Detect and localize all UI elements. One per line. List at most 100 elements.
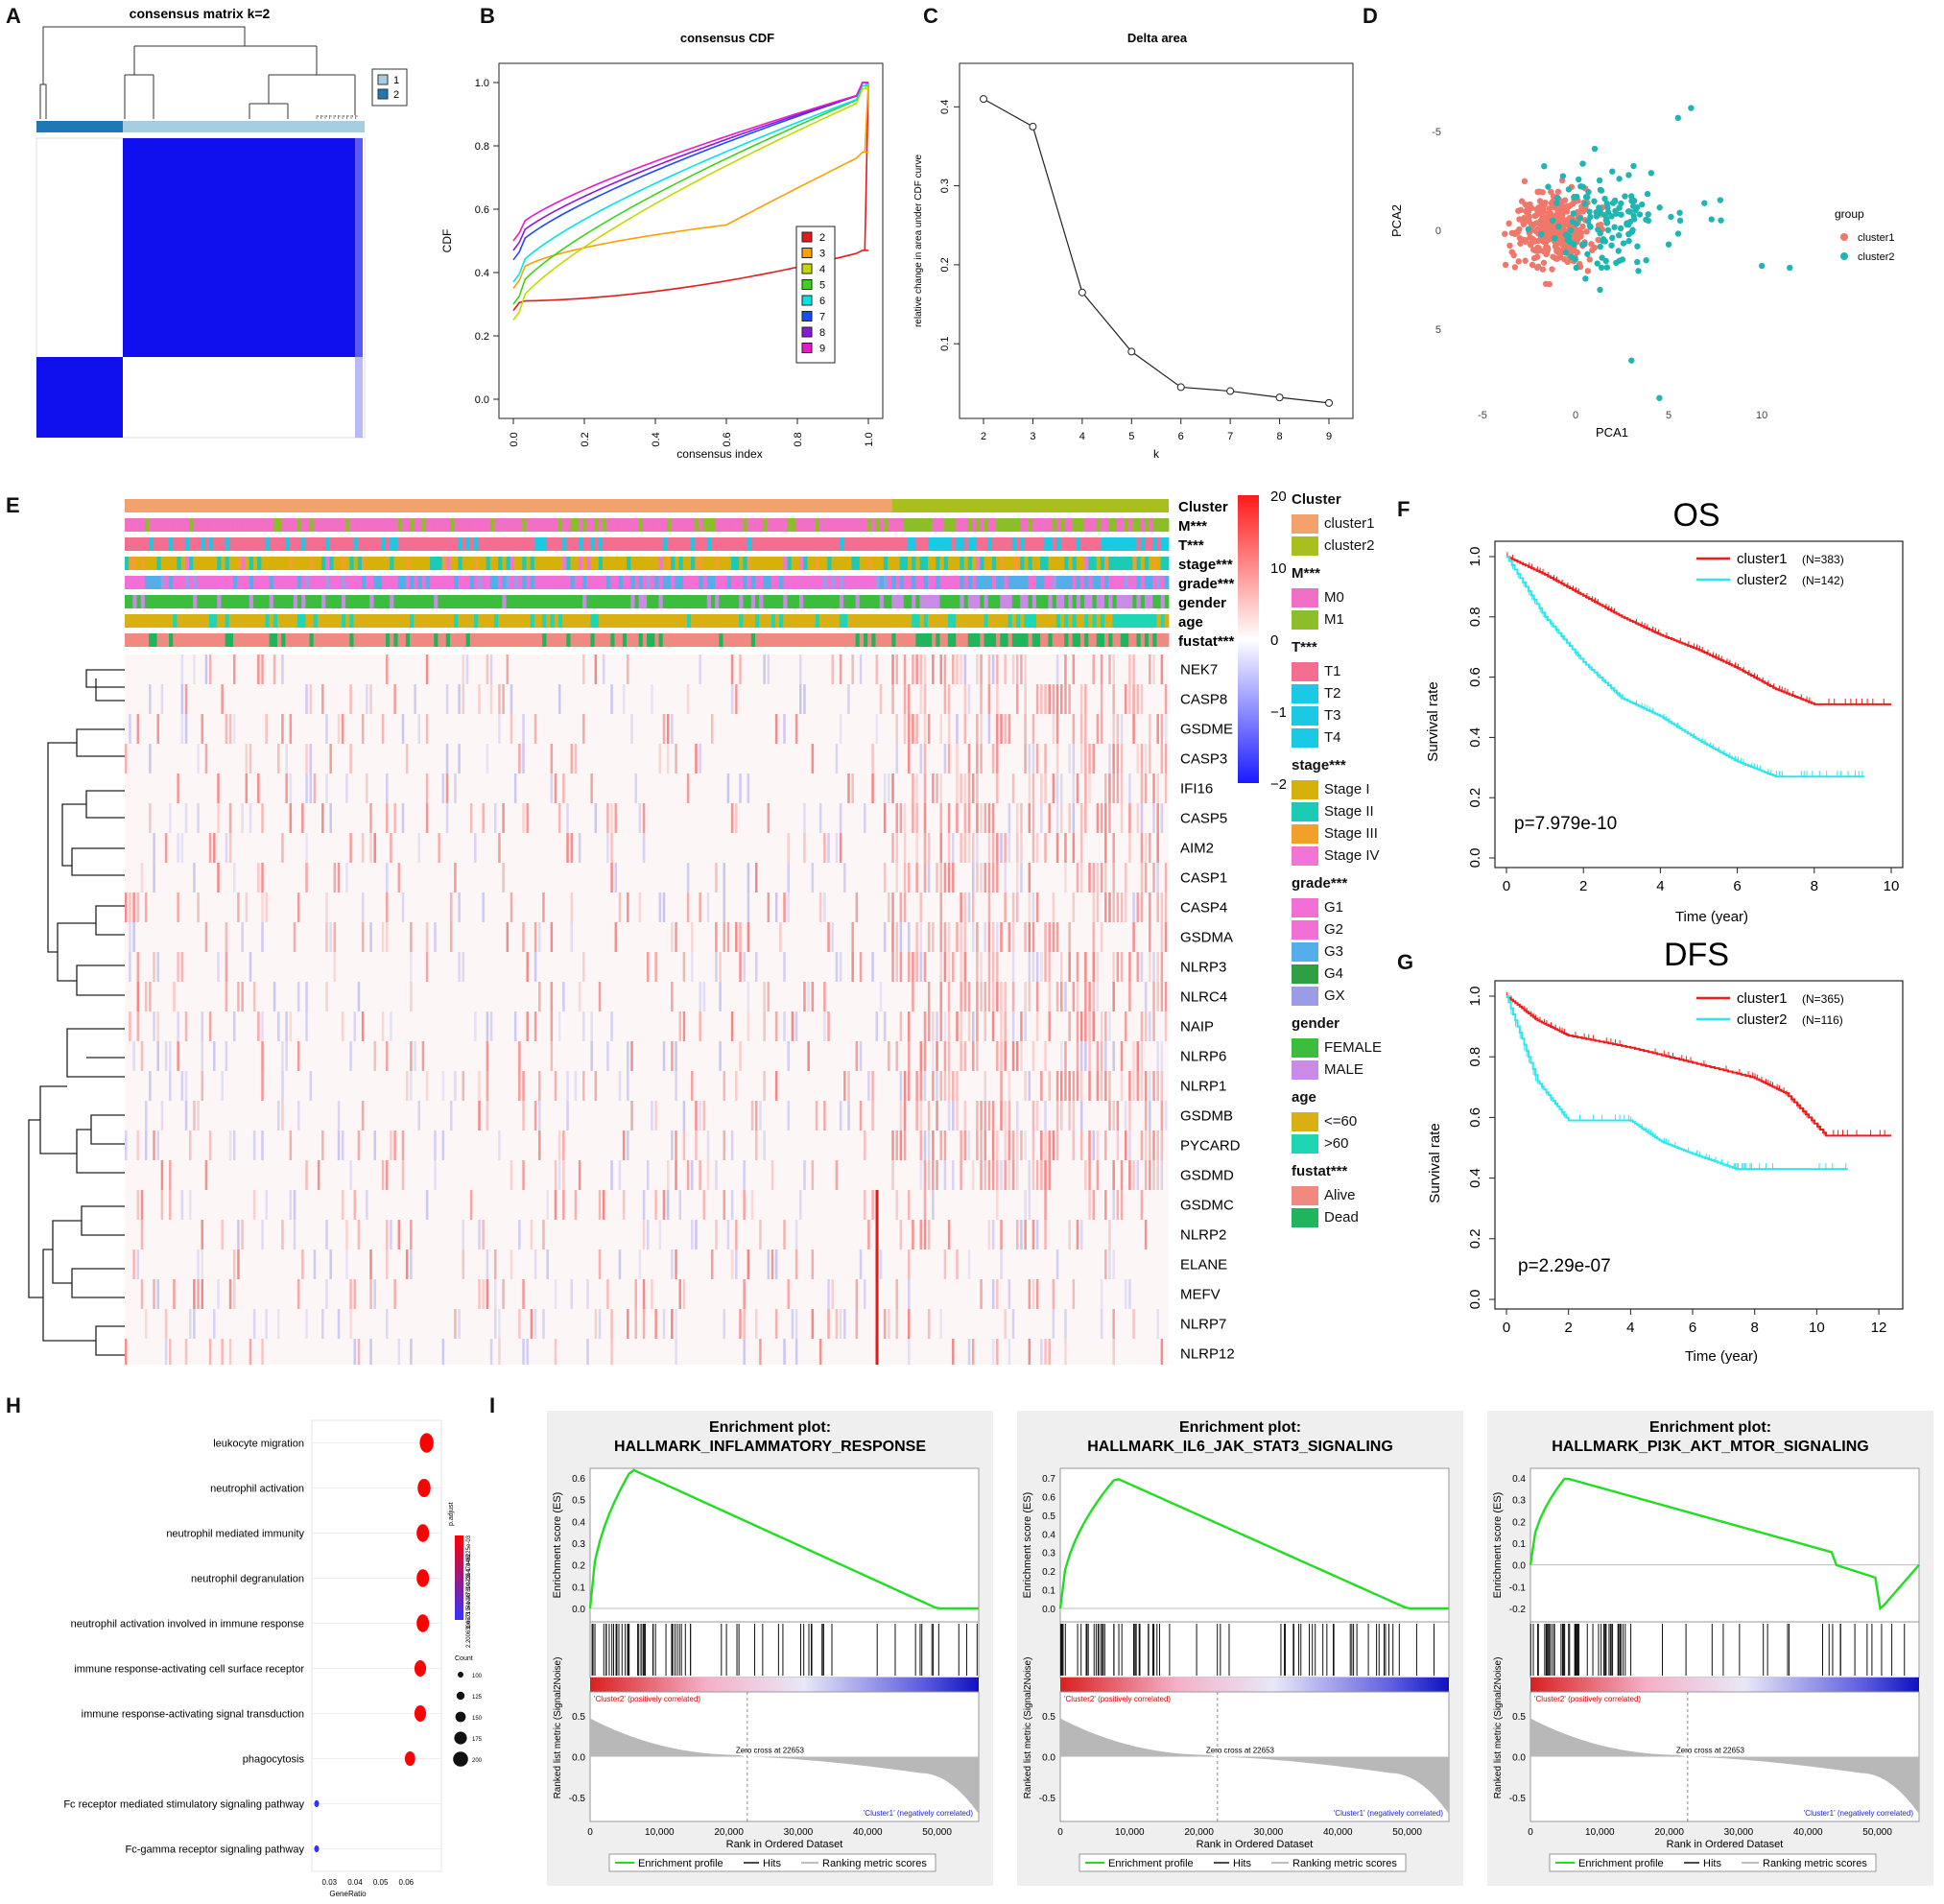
gsea-plot-2: Enrichment plot:HALLMARK_IL6_JAK_STAT3_S…	[1017, 1411, 1463, 1886]
heatmap-cell-low	[193, 863, 196, 892]
anno-cell	[1048, 576, 1054, 589]
es-ytick-label: 0.2	[1042, 1567, 1055, 1578]
heatmap-cell-high	[1100, 922, 1103, 952]
legend-label: MALE	[1324, 1061, 1363, 1078]
legend-item: T1	[1292, 660, 1397, 682]
anno-cell	[932, 614, 936, 628]
anno-cell	[373, 518, 379, 532]
heatmap-cell-low	[606, 833, 609, 863]
anno-cell	[449, 614, 455, 628]
heatmap-cell-high	[614, 922, 618, 952]
heatmap-cell-high	[361, 922, 365, 952]
anno-cell	[1004, 614, 1009, 628]
km-xtick-label: 10	[1809, 1320, 1825, 1336]
anno-cell	[241, 537, 246, 551]
anno-cell	[554, 518, 559, 532]
heatmap-cell-high	[177, 774, 179, 803]
anno-cell	[261, 557, 266, 570]
heatmap-cell-high	[642, 803, 646, 833]
heatmap-cell-high	[947, 744, 951, 774]
anno-cell	[807, 537, 812, 551]
anno-cell	[156, 537, 162, 551]
anno-cell	[963, 576, 969, 589]
gene-label: NLRP1	[1180, 1079, 1226, 1095]
anno-cell	[1160, 576, 1166, 589]
heatmap-cell-high	[228, 1339, 232, 1365]
gene-label: GSDMD	[1180, 1168, 1234, 1184]
anno-cell	[1015, 595, 1021, 608]
anno-cell	[225, 595, 230, 608]
heatmap-cell-high	[594, 1309, 598, 1339]
anno-label: grade***	[1178, 576, 1235, 592]
heatmap-cell-high	[1116, 892, 1120, 922]
heatmap-cell-high	[1024, 1071, 1027, 1101]
anno-cell	[1160, 557, 1166, 570]
gene-label: NEK7	[1180, 662, 1218, 678]
pca-point-cluster1	[1544, 246, 1552, 253]
pca-point-cluster2	[1555, 223, 1562, 230]
heatmap-cell-low	[967, 684, 971, 714]
heatmap-cell-high	[1092, 892, 1096, 922]
heatmap-cell-high	[1152, 1012, 1155, 1041]
heatmap-cell-high	[386, 1160, 389, 1190]
consensus-dendrogram	[39, 26, 358, 119]
heatmap-cell-high	[533, 1101, 537, 1130]
heatmap-cell-high	[984, 1101, 987, 1130]
anno-cell	[658, 557, 664, 570]
anno-cell	[831, 614, 837, 628]
anno-label: M***	[1178, 518, 1207, 535]
heatmap-cell-low	[538, 1101, 541, 1130]
anno-cell	[715, 576, 720, 589]
anno-cell	[1015, 537, 1021, 551]
anno-cell	[513, 633, 519, 647]
anno-cell	[735, 518, 740, 532]
heatmap-cell-high	[401, 1130, 405, 1160]
heatmap-cell-high	[1044, 1130, 1047, 1160]
gene-dendro-branch	[28, 1119, 43, 1298]
anno-cell	[1052, 633, 1057, 647]
anno-cell	[361, 557, 367, 570]
heatmap-cell-high	[794, 1250, 798, 1279]
metric-ytick-label: 0.5	[572, 1712, 585, 1723]
pca-point-cluster1	[1506, 242, 1513, 250]
legend-item: FEMALE	[1292, 1036, 1397, 1059]
anno-cell	[1079, 633, 1085, 647]
anno-cell	[538, 595, 543, 608]
heatmap-cell-high	[1079, 863, 1083, 892]
anno-cell	[305, 595, 310, 608]
heatmap-cell-low	[249, 952, 252, 982]
anno-cell	[735, 633, 740, 647]
heatmap-cell-low	[952, 1101, 955, 1130]
anno-cell	[960, 614, 964, 628]
heatmap-cell-low	[129, 952, 131, 982]
anno-cell	[770, 537, 776, 551]
anno-cell	[863, 557, 868, 570]
legend-item: >60	[1292, 1132, 1397, 1154]
heatmap-cell-low	[719, 1041, 722, 1071]
anno-cell	[538, 518, 543, 532]
anno-cell	[987, 595, 993, 608]
heatmap-cell-low	[169, 1071, 172, 1101]
heatmap-cell-high	[518, 1071, 521, 1101]
anno-cell	[1116, 633, 1122, 647]
anno-cell	[357, 557, 363, 570]
pca-point-cluster1	[1528, 221, 1535, 227]
anno-cell	[333, 633, 339, 647]
anno-cell	[486, 614, 491, 628]
anno-cell	[1096, 614, 1102, 628]
anno-cell	[201, 576, 206, 589]
heatmap-cell-high	[1116, 714, 1120, 744]
heatmap-cell-low	[662, 892, 666, 922]
heatmap-cell-low	[726, 1220, 730, 1250]
heatmap-cell-high	[895, 952, 898, 982]
anno-cell	[241, 557, 246, 570]
anno-cell	[1120, 614, 1126, 628]
heatmap-cell-high	[1108, 1101, 1111, 1130]
anno-cell	[1096, 557, 1102, 570]
dendro-branch	[39, 83, 47, 119]
anno-cell	[341, 557, 346, 570]
heatmap-cell-high	[699, 892, 701, 922]
anno-cell	[149, 557, 154, 570]
heatmap-cell-high	[1004, 892, 1007, 922]
anno-cell	[943, 518, 949, 532]
